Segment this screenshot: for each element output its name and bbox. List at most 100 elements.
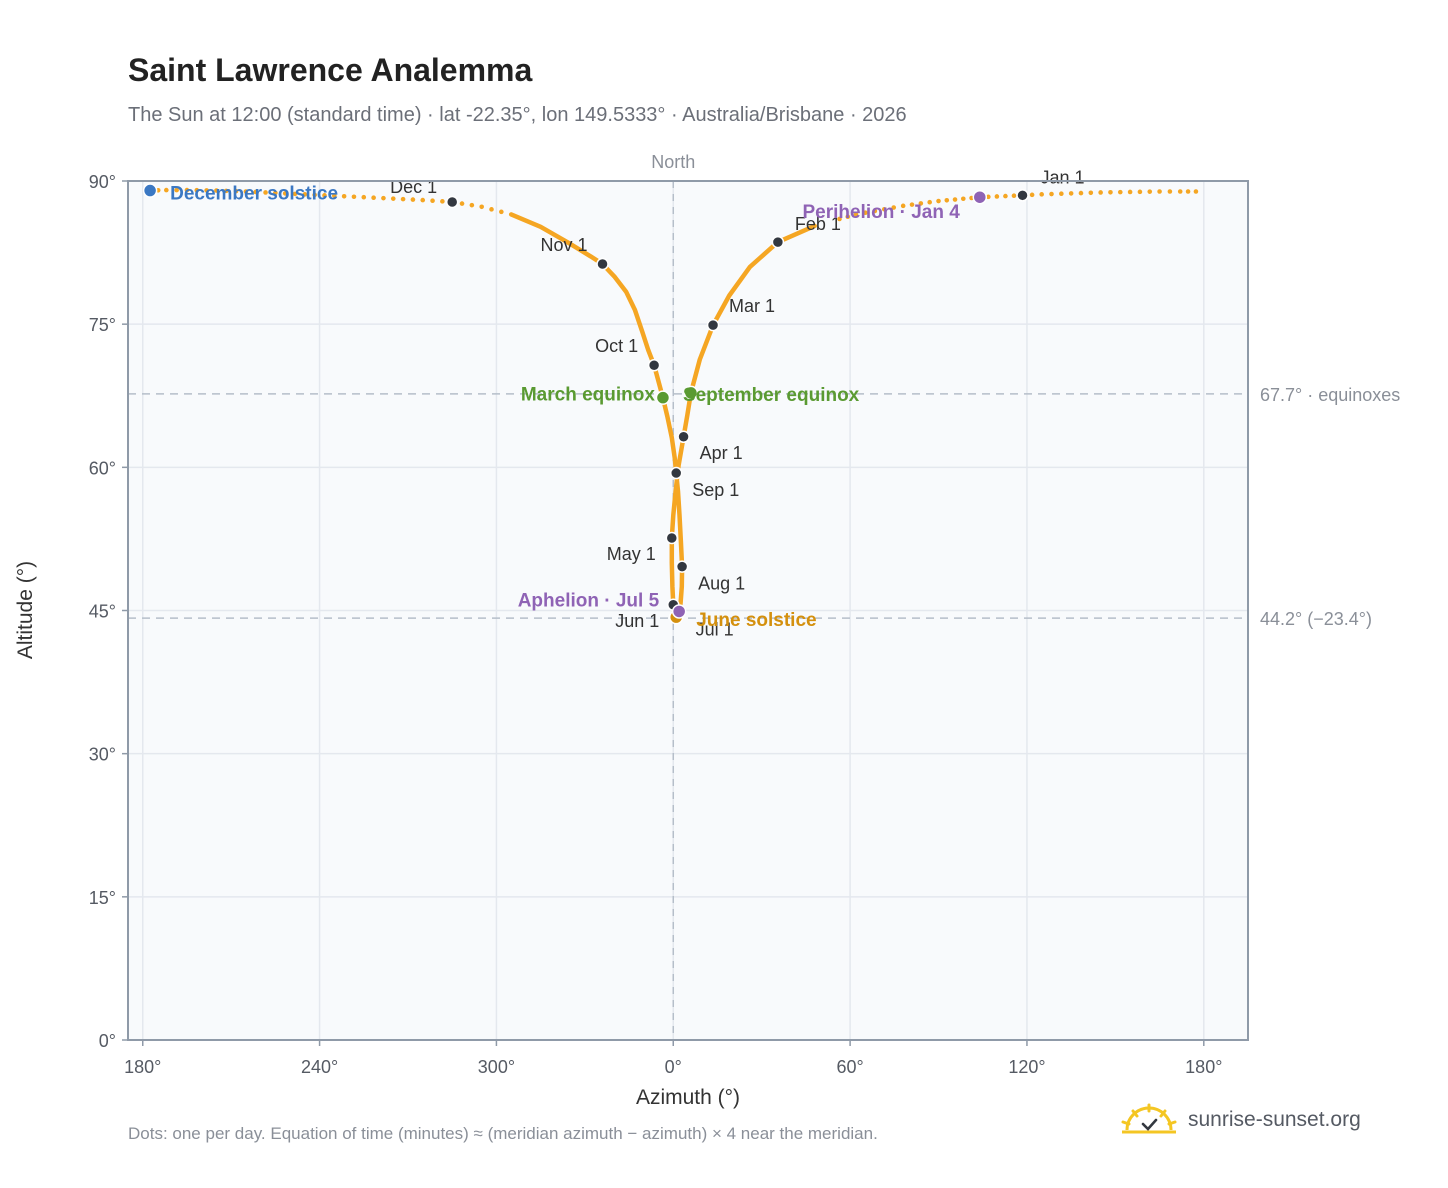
daily-dot — [1147, 189, 1153, 194]
month-marker-dot — [1016, 189, 1029, 202]
daily-dot — [1059, 191, 1064, 197]
x-tick-label: 180° — [124, 1057, 161, 1077]
special-point-dot — [142, 183, 158, 198]
daily-dot — [440, 199, 445, 204]
month-marker-label: Jan 1 — [1041, 167, 1085, 187]
month-marker-label: Feb 1 — [795, 214, 841, 234]
special-point-dot — [972, 189, 988, 205]
brand-link[interactable]: sunrise-sunset.org — [1118, 1102, 1361, 1138]
y-tick-label: 45° — [89, 602, 116, 622]
daily-dot — [361, 194, 367, 200]
daily-dot — [282, 191, 288, 196]
reference-line-label: 67.7° · equinoxes — [1260, 385, 1400, 405]
special-point-label: Perihelion · Jan 4 — [802, 202, 960, 223]
special-point-dot — [683, 385, 699, 401]
daily-dot — [936, 198, 941, 204]
brand-name: sunrise-sunset.org — [1188, 1108, 1361, 1131]
daily-dot — [994, 194, 1000, 199]
daily-dot — [960, 196, 966, 202]
special-point-dot — [655, 390, 671, 405]
page-subtitle: The Sun at 12:00 (standard time) · lat -… — [128, 104, 907, 126]
daily-dot — [420, 197, 426, 203]
x-tick-label: 300° — [478, 1057, 515, 1077]
special-point-label: June solstice — [696, 610, 816, 631]
daily-dot — [214, 188, 219, 193]
daily-dot — [459, 201, 465, 206]
daily-dot — [233, 188, 239, 194]
daily-dot — [263, 190, 268, 195]
x-tick-label: 120° — [1008, 1057, 1045, 1077]
daily-dot — [1193, 189, 1199, 194]
daily-dot — [322, 193, 327, 198]
month-marker-label: Jun 1 — [615, 611, 659, 631]
month-marker-dot — [445, 195, 459, 209]
daily-dot — [371, 195, 376, 201]
x-axis-title: Azimuth (°) — [636, 1086, 740, 1109]
meridian-label: North — [651, 152, 695, 172]
daily-dot — [1185, 189, 1191, 194]
daily-dot — [253, 189, 259, 195]
daily-dot — [1157, 189, 1162, 194]
daily-dot — [489, 207, 494, 212]
daily-dot — [1177, 189, 1183, 194]
y-tick-label: 90° — [89, 172, 116, 192]
page-title: Saint Lawrence Analemma — [128, 52, 533, 88]
daily-dot — [390, 196, 396, 201]
daily-dot — [1088, 190, 1094, 196]
daily-dot — [986, 194, 991, 200]
daily-dot — [952, 197, 958, 202]
daily-dot — [499, 209, 504, 215]
daily-dot — [204, 188, 209, 193]
daily-dot — [863, 210, 868, 215]
month-marker-label: Mar 1 — [729, 296, 775, 316]
footnote: Dots: one per day. Equation of time (min… — [128, 1124, 878, 1143]
daily-dot — [837, 216, 842, 222]
daily-dot — [243, 189, 249, 194]
daily-dot — [479, 204, 484, 210]
month-marker-label: Apr 1 — [700, 443, 743, 463]
daily-dot — [194, 187, 200, 193]
daily-dot — [1127, 189, 1133, 195]
month-marker-label: May 1 — [607, 544, 656, 564]
special-point-label: December solstice — [170, 184, 338, 205]
month-marker-dot — [665, 531, 679, 545]
daily-dot — [273, 190, 278, 196]
daily-dot — [341, 193, 347, 199]
month-marker-label: Jul 1 — [696, 619, 734, 639]
daily-dot — [292, 191, 298, 197]
daily-dot — [1098, 190, 1103, 195]
daily-dot — [1011, 193, 1017, 198]
daily-dot — [900, 203, 906, 209]
daily-dot — [845, 214, 851, 219]
month-marker-label: Oct 1 — [595, 336, 638, 356]
x-tick-label: 60° — [836, 1057, 863, 1077]
daily-dot — [381, 195, 386, 201]
daily-dot — [909, 202, 915, 207]
x-tick-label: 240° — [301, 1057, 338, 1077]
daily-dot — [1117, 189, 1123, 195]
daily-dot — [410, 197, 416, 202]
y-tick-label: 60° — [89, 458, 116, 478]
y-tick-label: 75° — [89, 315, 116, 335]
special-point-label: September equinox — [683, 385, 860, 406]
month-marker-dot — [669, 466, 683, 480]
daily-dot — [184, 187, 190, 193]
y-tick-label: 15° — [89, 888, 116, 908]
daily-dot — [1167, 189, 1173, 194]
daily-dot — [469, 202, 475, 208]
daily-dot — [332, 193, 337, 199]
daily-dot — [927, 199, 932, 205]
x-tick-label: 180° — [1185, 1057, 1222, 1077]
daily-dot — [1078, 190, 1084, 196]
y-tick-label: 0° — [99, 1031, 116, 1051]
daily-dot — [1068, 191, 1074, 196]
daily-dot — [918, 201, 924, 206]
daily-dot — [872, 208, 878, 214]
special-point-label: Aphelion · Jul 5 — [518, 590, 660, 611]
daily-dot — [1003, 193, 1008, 199]
daily-dot — [881, 206, 887, 212]
y-axis-title: Altitude (°) — [14, 561, 37, 659]
x-tick-label: 0° — [665, 1057, 682, 1077]
month-marker-label: Sep 1 — [692, 480, 739, 500]
